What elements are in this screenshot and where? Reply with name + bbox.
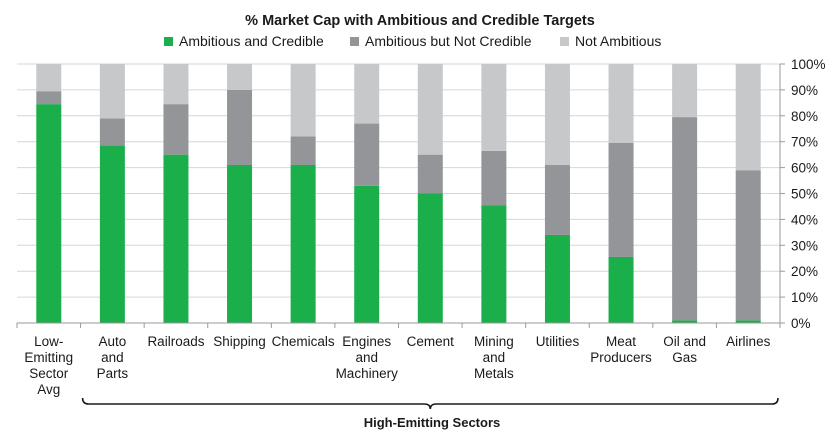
y-tick-label: 50% bbox=[791, 187, 818, 202]
y-tick-label: 20% bbox=[791, 264, 818, 279]
bar-3-4 bbox=[227, 64, 253, 90]
bar-1-10 bbox=[608, 256, 634, 323]
y-tick-label: 100% bbox=[791, 57, 826, 72]
high-emitting-bracket bbox=[81, 397, 779, 410]
x-axis-category-labels: Low-Emitting Sector Avg Auto and Parts Railroa… bbox=[24, 334, 770, 397]
bar-1-9 bbox=[544, 234, 570, 323]
x-category-label: Meat Producers bbox=[590, 334, 652, 365]
bar-1-12 bbox=[735, 320, 761, 323]
bar-3-10 bbox=[608, 64, 634, 143]
bar-2-4 bbox=[227, 89, 253, 166]
bar-1-5 bbox=[290, 165, 316, 323]
bar-2-7 bbox=[417, 154, 443, 194]
x-category-label: Utilities bbox=[536, 334, 580, 349]
bar-2-1 bbox=[36, 91, 62, 105]
y-tick-label: 0% bbox=[791, 316, 811, 331]
y-gridlines bbox=[17, 63, 785, 324]
x-category-label: Railroads bbox=[147, 334, 204, 349]
bar-3-1 bbox=[36, 64, 62, 92]
bars bbox=[36, 64, 761, 324]
y-axis-tick-labels: 0% 10% 20% 30% 40% 50% 60% 70% 80% 90% 100% bbox=[791, 57, 826, 331]
bar-1-8 bbox=[481, 205, 507, 323]
x-category-label: Low-Emitting Sector Avg bbox=[24, 334, 73, 397]
bar-1-3 bbox=[163, 154, 189, 323]
bar-1-4 bbox=[227, 165, 253, 323]
y-tick-label: 90% bbox=[791, 83, 818, 98]
y-tick-label: 80% bbox=[791, 109, 818, 124]
x-category-label: Chemicals bbox=[272, 334, 335, 349]
bar-2-12 bbox=[735, 170, 761, 321]
x-category-label: Auto and Parts bbox=[97, 334, 129, 381]
x-category-label: Airlines bbox=[726, 334, 771, 349]
bar-3-7 bbox=[417, 64, 443, 155]
bar-2-2 bbox=[99, 118, 125, 146]
legend-swatch-2 bbox=[350, 37, 359, 46]
legend-swatch-1 bbox=[164, 37, 173, 46]
bar-3-8 bbox=[481, 64, 507, 151]
bar-2-8 bbox=[481, 150, 507, 206]
y-tick-label: 10% bbox=[791, 290, 818, 305]
x-category-label: Cement bbox=[407, 334, 455, 349]
legend-swatch-3 bbox=[560, 37, 569, 46]
bar-1-1 bbox=[36, 104, 62, 324]
bar-1-2 bbox=[99, 145, 125, 323]
legend: Ambitious and Credible Ambitious but Not … bbox=[164, 33, 661, 49]
y-tick-label: 30% bbox=[791, 238, 818, 253]
bar-2-3 bbox=[163, 104, 189, 155]
chart-title: % Market Cap with Ambitious and Credible… bbox=[245, 13, 595, 29]
bar-3-2 bbox=[99, 64, 125, 119]
bar-1-11 bbox=[672, 320, 698, 323]
axes bbox=[16, 64, 781, 328]
bar-3-9 bbox=[544, 64, 570, 166]
bar-3-12 bbox=[735, 64, 761, 171]
y-tick-label: 70% bbox=[791, 135, 818, 150]
bracket-path bbox=[81, 397, 779, 410]
bar-3-11 bbox=[672, 64, 698, 118]
bracket-label: High-Emitting Sectors bbox=[364, 415, 501, 430]
legend-label-2: Ambitious but Not Credible bbox=[365, 33, 532, 49]
bar-2-6 bbox=[354, 123, 380, 186]
y-tick-label: 40% bbox=[791, 212, 818, 227]
legend-label-1: Ambitious and Credible bbox=[179, 33, 324, 49]
bar-2-5 bbox=[290, 136, 316, 166]
bar-3-3 bbox=[163, 64, 189, 105]
x-category-label: Engines and Machinery bbox=[336, 334, 399, 381]
y-tick-label: 60% bbox=[791, 161, 818, 176]
x-category-label: Shipping bbox=[213, 334, 266, 349]
x-category-label: Oil and Gas bbox=[663, 334, 706, 365]
bar-3-5 bbox=[290, 64, 316, 137]
bar-2-9 bbox=[544, 165, 570, 235]
bar-2-10 bbox=[608, 142, 634, 257]
bar-3-6 bbox=[354, 64, 380, 124]
x-category-label: Mining and Metals bbox=[474, 334, 514, 381]
bar-1-6 bbox=[354, 185, 380, 323]
legend-label-3: Not Ambitious bbox=[575, 33, 661, 49]
bar-1-7 bbox=[417, 193, 443, 323]
bar-2-11 bbox=[672, 117, 698, 321]
